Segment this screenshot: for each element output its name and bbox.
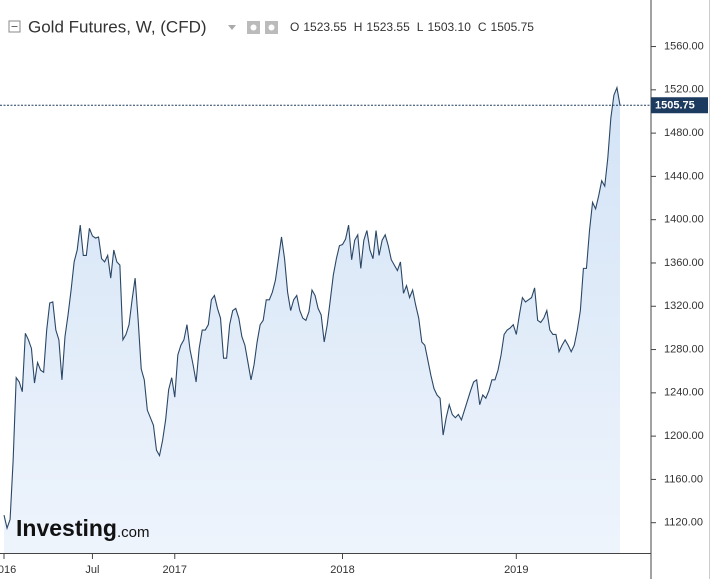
settings-icon-gear — [268, 24, 275, 31]
ohlc-key: H — [354, 20, 363, 34]
x-tick-label: 2016 — [0, 564, 16, 576]
last-price-box — [651, 97, 708, 114]
settings-icon-gear — [250, 24, 257, 31]
x-tick-label: 2019 — [504, 564, 528, 576]
y-tick-label: 1320.00 — [664, 300, 704, 312]
y-tick-label: 1360.00 — [664, 257, 704, 269]
plot-area — [3, 85, 621, 553]
last-price-label: 1505.75 — [655, 100, 695, 112]
ohlc-readout: O 1523.55 H 1523.55 L 1503.10 C 1505.75 — [290, 20, 534, 34]
x-tick-label: 2018 — [330, 564, 354, 576]
area-fill — [4, 87, 620, 553]
ohlc-key: C — [478, 20, 487, 34]
ohlc-key: L — [417, 20, 424, 34]
y-tick-label: 1400.00 — [664, 214, 704, 226]
ohlc-value: 1505.75 — [491, 20, 535, 34]
y-tick-label: 1280.00 — [664, 343, 704, 355]
ohlc-value: 1523.55 — [303, 20, 347, 34]
price-line — [3, 85, 621, 531]
ohlc-value: 1523.55 — [366, 20, 410, 34]
y-tick-label: 1440.00 — [664, 170, 704, 182]
y-tick-label: 1240.00 — [664, 387, 704, 399]
ohlc-key: O — [290, 20, 299, 34]
y-tick-label: 1200.00 — [664, 430, 704, 442]
dropdown-arrow[interactable] — [228, 25, 236, 30]
y-tick-label: 1480.00 — [664, 127, 704, 139]
x-tick-label: Jul — [85, 564, 99, 576]
y-tick-label: 1560.00 — [664, 40, 704, 52]
y-tick-label: 1520.00 — [664, 84, 704, 96]
chart-title: Gold Futures, W, (CFD) — [28, 17, 207, 36]
x-tick-label: 2017 — [163, 564, 187, 576]
logo-name: Investing — [16, 515, 117, 541]
logo-suffix: .com — [117, 524, 150, 541]
y-tick-label: 1160.00 — [664, 473, 703, 485]
ohlc-value: 1503.10 — [427, 20, 471, 34]
y-tick-label: 1120.00 — [664, 517, 703, 529]
